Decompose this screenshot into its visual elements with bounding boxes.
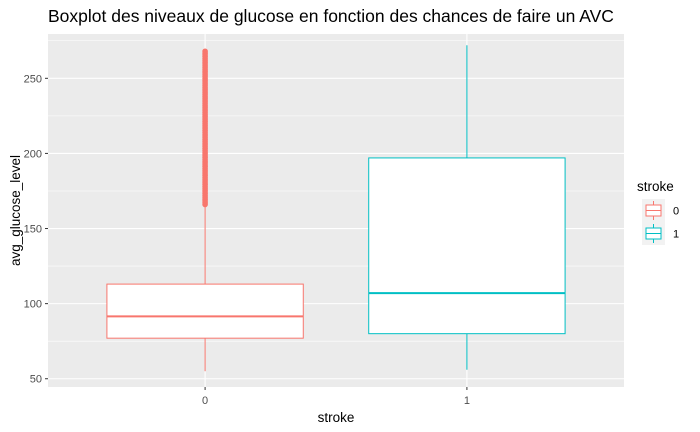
- legend: stroke 0 1: [637, 179, 679, 245]
- y-axis-title: avg_glucose_level: [8, 155, 23, 266]
- y-tick-label: 250: [24, 73, 42, 85]
- y-tick-label: 100: [24, 299, 42, 311]
- x-tick-label: 1: [464, 395, 470, 407]
- chart-title: Boxplot des niveaux de glucose en foncti…: [48, 6, 614, 26]
- legend-key-0: [642, 199, 665, 222]
- legend-title: stroke: [637, 179, 674, 194]
- outlier-point: [202, 48, 208, 55]
- x-tick-label: 0: [202, 395, 208, 407]
- y-tick-label: 150: [24, 224, 42, 236]
- x-axis-title: stroke: [318, 410, 355, 425]
- legend-label: 0: [673, 206, 679, 218]
- boxplot-1: [368, 45, 566, 370]
- box-iqr: [368, 157, 566, 335]
- y-tick-label: 50: [30, 374, 42, 386]
- y-tick-label: 200: [24, 148, 42, 160]
- legend-key-1: [642, 222, 665, 245]
- boxplot-0: [106, 48, 304, 372]
- box-iqr: [106, 283, 304, 339]
- legend-label: 1: [673, 229, 679, 241]
